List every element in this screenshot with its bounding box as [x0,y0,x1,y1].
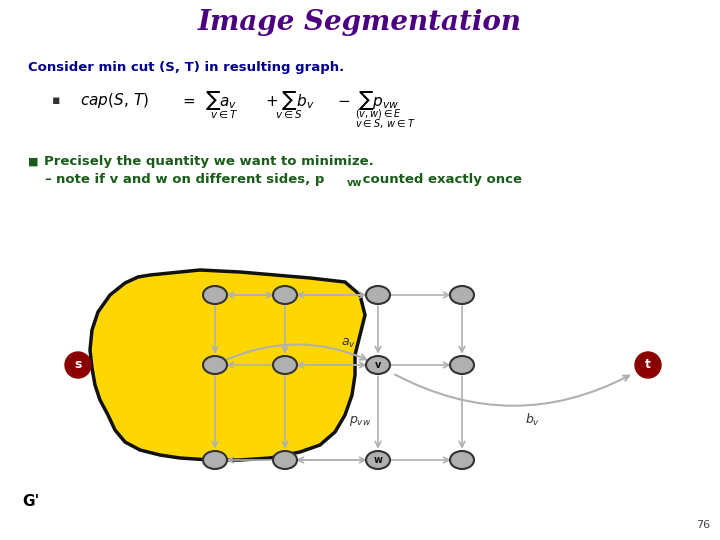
Text: ■: ■ [28,157,38,167]
Circle shape [65,352,91,378]
Text: Image Segmentation: Image Segmentation [198,9,522,36]
Text: Consider min cut (S, T) in resulting graph.: Consider min cut (S, T) in resulting gra… [28,62,344,75]
Text: ▪: ▪ [52,93,60,106]
Ellipse shape [273,451,297,469]
Text: $\mathit{cap(S,\,T)}$: $\mathit{cap(S,\,T)}$ [80,91,149,110]
Text: $-$: $-$ [337,92,350,107]
Text: w: w [374,455,382,465]
Text: $=$: $=$ [180,92,196,107]
Text: $v \in S,\;w \in T$: $v \in S,\;w \in T$ [355,118,415,131]
Ellipse shape [203,451,227,469]
Text: Precisely the quantity we want to minimize.: Precisely the quantity we want to minimi… [44,156,374,168]
Text: $(v,w) \in E$: $(v,w) \in E$ [355,107,402,120]
Ellipse shape [366,451,390,469]
Text: 76: 76 [696,520,710,530]
Ellipse shape [366,356,390,374]
Text: –: – [44,173,50,186]
Text: t: t [645,359,651,372]
Ellipse shape [450,286,474,304]
Ellipse shape [273,286,297,304]
Text: v: v [375,360,381,370]
Text: vw: vw [347,178,362,188]
Ellipse shape [450,451,474,469]
Ellipse shape [203,286,227,304]
Ellipse shape [450,356,474,374]
Text: s: s [74,359,81,372]
Text: $p_{vw}$: $p_{vw}$ [349,414,371,428]
Text: G': G' [22,495,40,510]
Text: note if v and w on different sides, p: note if v and w on different sides, p [56,173,325,186]
Text: $a_v$: $a_v$ [341,336,356,349]
Text: $v \in S$: $v \in S$ [275,108,302,120]
Ellipse shape [203,356,227,374]
Text: counted exactly once: counted exactly once [358,173,522,186]
Text: $b_v$: $b_v$ [526,412,541,428]
Text: $+\;\sum b_v$: $+\;\sum b_v$ [265,89,315,111]
Polygon shape [90,270,365,460]
Ellipse shape [273,356,297,374]
Text: $\sum p_{vw}$: $\sum p_{vw}$ [358,89,399,111]
Text: $v \in T$: $v \in T$ [210,108,238,120]
Ellipse shape [366,286,390,304]
Circle shape [635,352,661,378]
Text: $\sum a_v$: $\sum a_v$ [205,89,238,111]
